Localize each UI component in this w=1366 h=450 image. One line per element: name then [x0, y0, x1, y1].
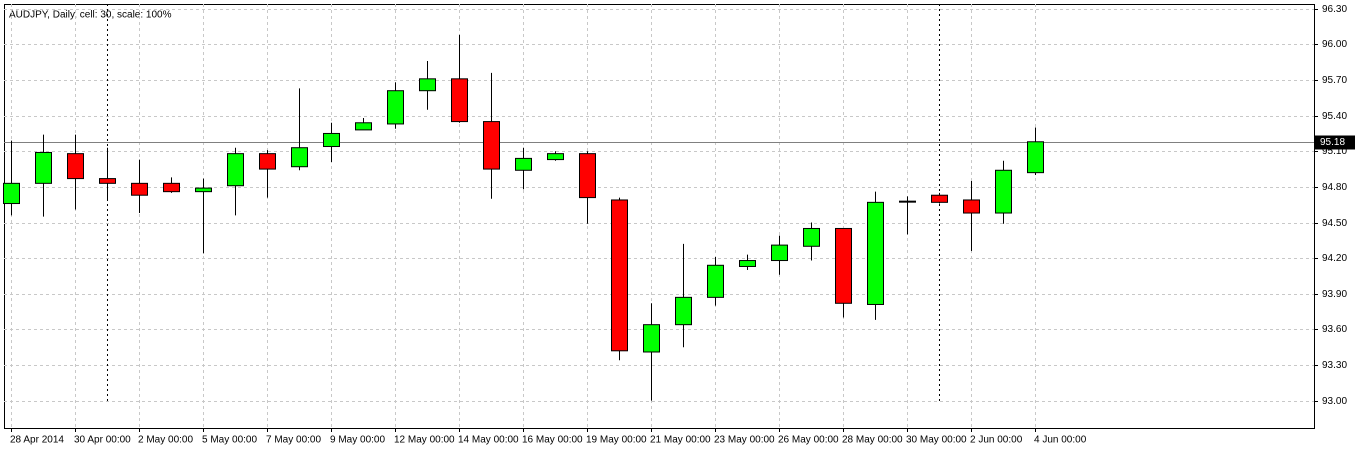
candle-body	[931, 194, 948, 203]
x-tick-label: 21 May 00:00	[650, 435, 711, 446]
y-tick-label: 93.90	[1322, 289, 1347, 300]
candle-body	[899, 200, 916, 203]
x-tick-label: 30 May 00:00	[906, 435, 967, 446]
candle-body	[803, 227, 820, 247]
candle-body	[675, 296, 692, 326]
candle-body	[1027, 141, 1044, 174]
y-tick-label: 93.30	[1322, 360, 1347, 371]
x-tick-label: 9 May 00:00	[330, 435, 385, 446]
y-tick-label: 96.00	[1322, 39, 1347, 50]
y-tick-label: 95.70	[1322, 75, 1347, 86]
x-tick-label: 19 May 00:00	[586, 435, 647, 446]
candle-body	[835, 227, 852, 304]
candle-body	[579, 153, 596, 199]
x-tick-label: 26 May 00:00	[778, 435, 839, 446]
candle-body	[483, 121, 500, 170]
x-tick-label: 14 May 00:00	[458, 435, 519, 446]
candle-body	[867, 201, 884, 305]
x-tick-label: 23 May 00:00	[714, 435, 775, 446]
last-price-box	[1315, 135, 1355, 150]
x-tick-label: 12 May 00:00	[394, 435, 455, 446]
candle-body	[195, 187, 212, 193]
candle-body	[963, 199, 980, 214]
candle-body	[995, 169, 1012, 214]
candle-body	[67, 153, 84, 180]
candle-body	[451, 78, 468, 123]
x-tick-label: 30 Apr 00:00	[74, 435, 131, 446]
candle-body	[707, 264, 724, 298]
last-price-label: 95.18	[1320, 137, 1345, 148]
candle-body	[131, 182, 148, 196]
candle-body	[515, 157, 532, 171]
candle-body	[771, 244, 788, 262]
y-tick-label: 93.00	[1322, 396, 1347, 407]
y-tick-label: 94.50	[1322, 218, 1347, 229]
x-tick-label: 7 May 00:00	[266, 435, 321, 446]
candle-body	[227, 153, 244, 187]
candle-body	[99, 178, 116, 184]
candle-body	[291, 147, 308, 168]
candle-body	[643, 324, 660, 353]
x-tick-label: 28 May 00:00	[842, 435, 903, 446]
y-tick-label: 93.60	[1322, 324, 1347, 335]
candle-body	[35, 151, 52, 184]
y-tick-label: 95.40	[1322, 111, 1347, 122]
candle-body	[259, 153, 276, 170]
chart-title: AUDJPY, Daily, cell: 30, scale: 100%	[9, 10, 172, 21]
candle-body	[611, 199, 628, 352]
y-tick-label: 95.10	[1322, 146, 1347, 157]
candle-body	[547, 153, 564, 161]
x-tick-label: 2 Jun 00:00	[970, 435, 1023, 446]
candle-body	[3, 182, 20, 205]
y-tick-label: 96.30	[1322, 4, 1347, 15]
candle-body	[387, 90, 404, 125]
x-tick-label: 5 May 00:00	[202, 435, 257, 446]
candle-body	[419, 78, 436, 92]
candle-body	[323, 132, 340, 148]
y-tick-label: 94.80	[1322, 182, 1347, 193]
x-tick-label: 28 Apr 2014	[10, 435, 64, 446]
x-tick-label: 4 Jun 00:00	[1034, 435, 1087, 446]
candle-body	[163, 182, 180, 193]
x-tick-label: 16 May 00:00	[522, 435, 583, 446]
candle-body	[739, 260, 756, 267]
plot-frame	[4, 4, 1315, 429]
candle-body	[355, 122, 372, 131]
x-tick-label: 2 May 00:00	[138, 435, 193, 446]
y-tick-label: 94.20	[1322, 253, 1347, 264]
